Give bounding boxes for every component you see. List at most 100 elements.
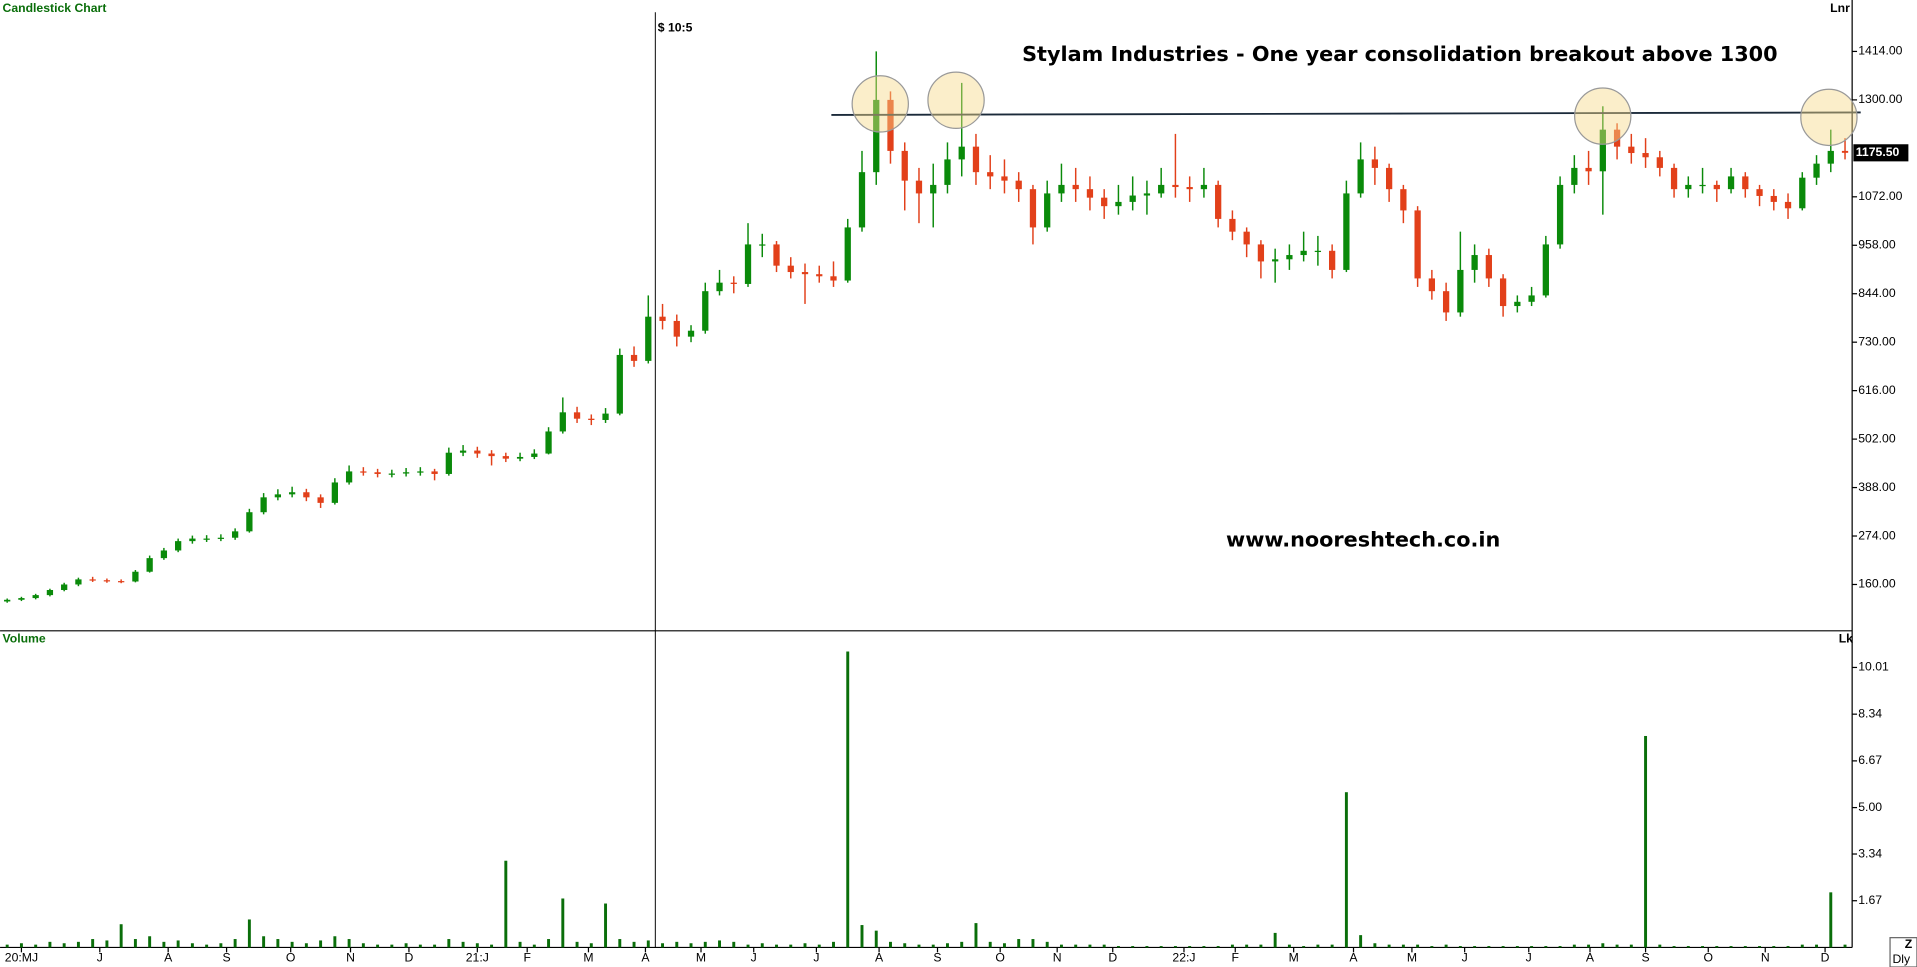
volume-bar <box>1615 944 1619 948</box>
candle-body <box>345 471 353 483</box>
x-tick-label: D <box>1821 951 1830 965</box>
candle-body <box>730 282 737 284</box>
candle-body <box>103 580 111 582</box>
y-tick-label: 8.34 <box>1858 706 1882 720</box>
candle-body <box>1428 278 1436 292</box>
candle-body <box>559 412 566 432</box>
candle-body <box>132 571 139 582</box>
candle-body <box>716 282 723 292</box>
volume-bar <box>1601 943 1605 948</box>
candle-body <box>417 471 424 473</box>
candle-body <box>1727 176 1735 190</box>
candle-body <box>873 99 880 173</box>
volume-bar <box>133 939 137 948</box>
candle-body <box>231 531 239 538</box>
volume-bar <box>1045 941 1049 948</box>
candle-body <box>488 453 495 457</box>
candle-body <box>474 450 481 454</box>
candle-body <box>1585 167 1592 172</box>
candle-body <box>1528 295 1535 302</box>
volume-bar <box>276 939 280 948</box>
volume-bar <box>504 860 508 948</box>
candle-body <box>217 537 225 539</box>
volume-bar <box>1330 944 1334 948</box>
candle-body <box>1044 193 1051 228</box>
candle-body <box>1770 195 1777 202</box>
candle-body <box>1300 250 1307 256</box>
candle-body <box>1457 269 1464 313</box>
volume-bar <box>1729 946 1733 948</box>
candle-body <box>1086 189 1094 198</box>
volume-bar <box>62 943 66 948</box>
volume-bar <box>1102 944 1106 948</box>
candle-body <box>1172 184 1179 188</box>
x-tick-label: N <box>1053 951 1062 965</box>
x-tick-label: D <box>405 951 414 965</box>
x-tick-label: A <box>875 951 884 965</box>
volume-bar <box>817 944 821 948</box>
candle-body <box>830 276 837 281</box>
annotations <box>831 71 1861 147</box>
volume-bar <box>1173 946 1177 948</box>
candle-body <box>317 497 324 503</box>
candle-body <box>858 172 866 228</box>
volume-bar <box>1216 946 1220 948</box>
y-tick-label: 1300.00 <box>1858 92 1902 106</box>
volume-bar <box>105 940 109 948</box>
candle-body <box>987 172 994 177</box>
candle-body <box>1143 193 1151 196</box>
volume-bar <box>119 924 123 948</box>
volume-bar <box>1131 946 1135 948</box>
candle-body <box>687 330 695 337</box>
x-tick-label: 20:MJ <box>5 951 38 965</box>
x-tick-label: J <box>97 951 103 965</box>
y-tick-label: 502.00 <box>1858 431 1896 445</box>
volume-bar <box>190 943 194 948</box>
crosshair-label: $ 10:5 <box>658 20 693 34</box>
candle-body <box>630 354 638 361</box>
volume-bar <box>661 943 665 948</box>
candle-body <box>958 146 965 160</box>
candle-body <box>1656 157 1663 168</box>
candle-body <box>1485 255 1492 279</box>
candle-body <box>531 453 538 457</box>
volume-bar <box>760 943 764 948</box>
volume-bar <box>1815 944 1818 948</box>
volume-bar <box>1344 792 1348 948</box>
candle-body <box>1200 184 1208 190</box>
volume-bar <box>1202 946 1206 948</box>
candle-body <box>915 180 923 194</box>
volume-bar <box>917 944 921 948</box>
candle-body <box>189 538 196 542</box>
volume-bar <box>76 941 80 948</box>
volume-bar <box>832 941 835 948</box>
last-price-label: 1175.50 <box>1856 145 1900 159</box>
volume-bar <box>1786 946 1790 948</box>
x-tick-label: A <box>641 951 650 965</box>
volume-bar <box>1544 946 1548 948</box>
volume-bar <box>1401 944 1405 948</box>
candle-body <box>160 550 168 559</box>
y-tick-label: 730.00 <box>1858 334 1896 348</box>
volume-bar <box>1772 946 1776 948</box>
volume-bar <box>518 941 522 948</box>
candle-body <box>516 456 524 459</box>
volume-bar <box>1031 939 1035 948</box>
y-tick-label: 274.00 <box>1858 528 1896 542</box>
volume-bar <box>974 923 978 948</box>
candle-body <box>1115 201 1122 207</box>
panel-label: Candlestick Chart <box>3 1 107 15</box>
candle-body <box>61 584 68 591</box>
candle-body <box>1756 189 1763 196</box>
candle-body <box>930 184 937 194</box>
candle-body <box>1029 189 1037 228</box>
volume-bar <box>319 940 323 948</box>
scale-label: Lnr <box>1830 1 1850 15</box>
x-tick-label: J <box>813 951 819 965</box>
candle-body <box>1058 184 1065 194</box>
candle-body <box>702 291 709 331</box>
candle-body <box>545 431 552 454</box>
volume-bar <box>946 943 949 948</box>
volume-bar <box>91 939 95 948</box>
